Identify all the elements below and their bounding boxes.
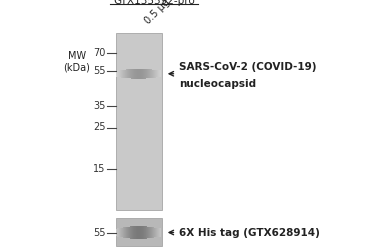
- Text: 0.5 μg: 0.5 μg: [142, 0, 171, 26]
- Text: 70: 70: [93, 48, 105, 58]
- Bar: [116, 218, 162, 246]
- Text: 6X His tag (GTX628914): 6X His tag (GTX628914): [179, 228, 320, 237]
- Text: nucleocapsid: nucleocapsid: [179, 79, 256, 89]
- Text: 15: 15: [93, 164, 105, 174]
- Text: 55: 55: [93, 228, 105, 237]
- Text: 35: 35: [93, 101, 105, 111]
- Text: 55: 55: [93, 66, 105, 76]
- Text: 25: 25: [93, 122, 105, 132]
- Text: GTX135592-pro: GTX135592-pro: [113, 0, 195, 6]
- Text: MW
(kDa): MW (kDa): [64, 51, 90, 73]
- Bar: [116, 32, 162, 210]
- Text: SARS-CoV-2 (COVID-19): SARS-CoV-2 (COVID-19): [179, 62, 317, 72]
